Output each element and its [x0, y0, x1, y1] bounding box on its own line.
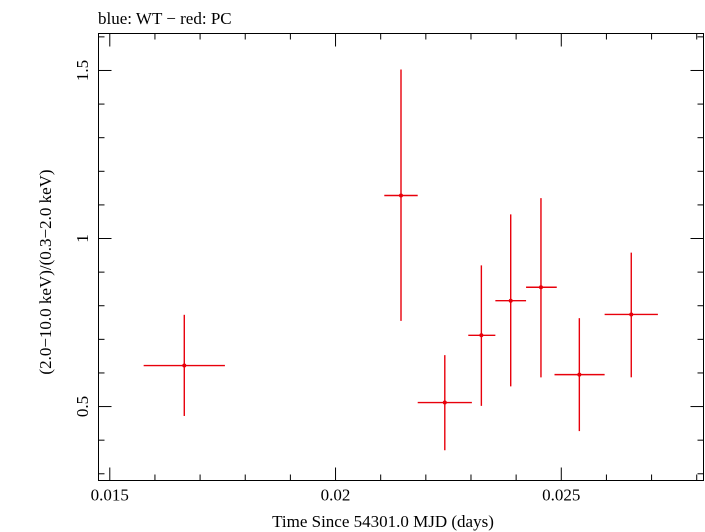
point-marker [182, 363, 187, 368]
y-tick-label: 1 [73, 234, 92, 243]
point-marker [538, 285, 543, 290]
x-tick-label: 0.015 [91, 486, 129, 505]
x-tick-label: 0.025 [542, 486, 580, 505]
data-point [384, 69, 418, 321]
data-point [526, 198, 557, 378]
data-point [604, 252, 658, 378]
point-marker [442, 400, 447, 405]
axis-ticks [98, 33, 704, 481]
point-marker [577, 372, 582, 377]
data-point [468, 265, 496, 406]
data-point [417, 355, 472, 451]
axis-tick-labels: 0.015 0.02 0.025 0.5 1 1.5 [73, 60, 580, 505]
y-tick-label: 0.5 [73, 396, 92, 417]
y-axis-label: (2.0−10.0 keV)/(0.3−2.0 keV) [36, 169, 55, 374]
data-point [495, 214, 527, 387]
point-marker [479, 333, 484, 338]
point-marker [508, 298, 513, 303]
data-marks [143, 69, 658, 451]
data-point [143, 314, 225, 416]
data-point [554, 318, 605, 432]
x-tick-label: 0.02 [321, 486, 351, 505]
y-tick-label: 1.5 [73, 60, 92, 81]
plot-frame [98, 33, 704, 481]
point-marker [399, 193, 403, 198]
point-marker [629, 312, 634, 317]
chart-title: blue: WT − red: PC [98, 9, 232, 28]
x-axis-label: Time Since 54301.0 MJD (days) [272, 512, 494, 531]
